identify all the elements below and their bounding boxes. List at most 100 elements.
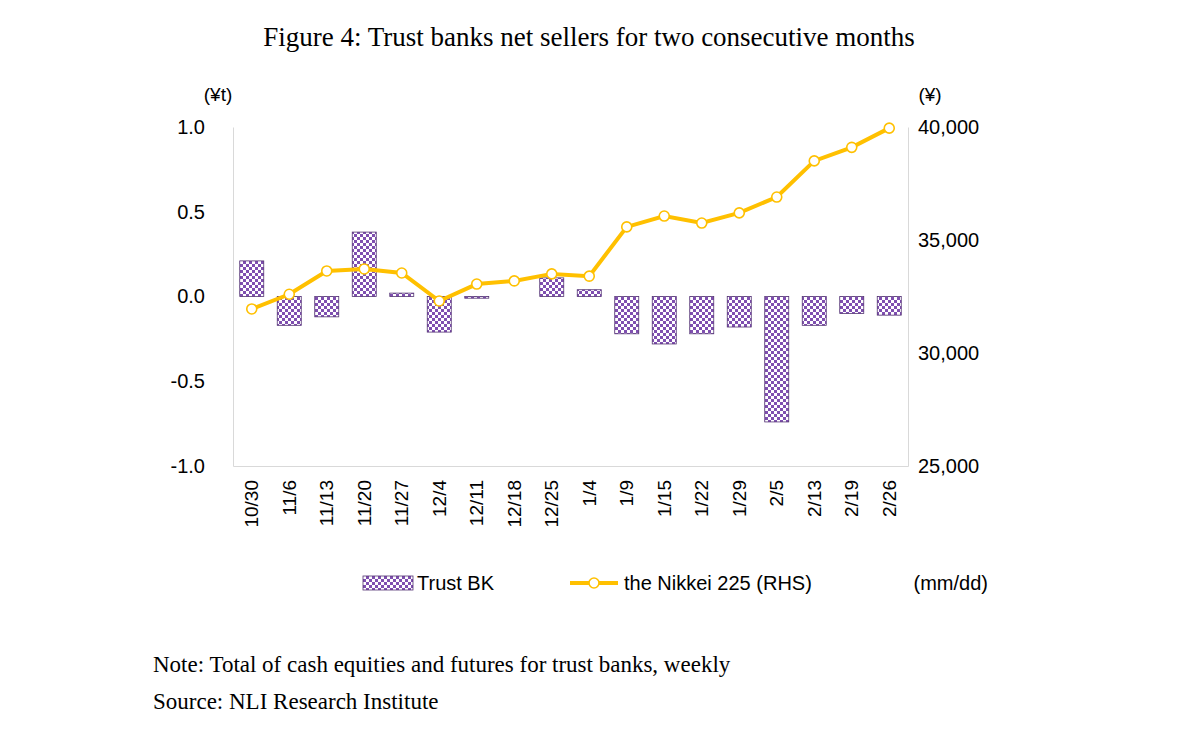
x-tick: 11/20 (354, 466, 375, 526)
bar (765, 297, 789, 422)
marker (697, 218, 707, 228)
y-tick-label: -1.0 (171, 455, 205, 477)
bar (577, 290, 601, 297)
marker (847, 142, 857, 152)
y2-tick: 30,000 (908, 342, 979, 364)
marker (397, 268, 407, 278)
bar (502, 296, 526, 297)
line (252, 128, 890, 309)
x-tick: 12/25 (541, 466, 562, 528)
bar (615, 297, 639, 334)
x-tick: 12/11 (466, 466, 487, 526)
x-tick: 2/19 (841, 466, 862, 517)
x-axis-line (234, 466, 909, 467)
y2-tick: 40,000 (908, 116, 979, 138)
x-tick: 1/15 (654, 466, 675, 517)
x-tick: 1/29 (729, 466, 750, 517)
y-tick-label: -0.5 (171, 370, 205, 392)
y-tick: -0.5 (171, 370, 233, 392)
y-tick: 0.5 (177, 201, 233, 223)
x-tick: 1/4 (579, 466, 600, 506)
bar (427, 297, 451, 333)
bar (240, 261, 264, 297)
bar (465, 297, 489, 299)
x-tick-label: 2/19 (841, 480, 862, 517)
bar-series (240, 232, 902, 422)
y2-tick-label: 40,000 (918, 116, 979, 138)
x-tick-label: 1/29 (729, 480, 750, 517)
x-tick-label: 12/18 (504, 480, 525, 528)
x-tick-label: 1/9 (616, 480, 637, 506)
y2-axis: 25,000 30,000 35,000 40,000 (908, 116, 979, 477)
marker (509, 276, 519, 286)
y-axis-line (233, 128, 234, 467)
x-tick-label: 11/13 (316, 480, 337, 526)
legend: Trust BKthe Nikkei 225 (RHS) (363, 572, 812, 594)
y-tick: -1.0 (171, 455, 233, 477)
marker (884, 123, 894, 133)
y2-tick-label: 25,000 (918, 455, 979, 477)
y2-tick-label: 30,000 (918, 342, 979, 364)
marker (434, 296, 444, 306)
marker (247, 304, 257, 314)
y-tick-label: 1.0 (177, 116, 205, 138)
y2-axis-title: (¥) (918, 84, 941, 105)
legend-swatch (363, 576, 413, 590)
x-tick: 2/5 (766, 466, 787, 506)
x-tick-label: 12/4 (429, 480, 450, 517)
x-tick: 12/18 (504, 466, 525, 528)
x-tick-label: 11/20 (354, 480, 375, 526)
marker (359, 264, 369, 274)
x-tick-label: 12/25 (541, 480, 562, 528)
x-tick-label: 11/6 (279, 480, 300, 516)
legend-marker (589, 578, 599, 588)
x-tick-label: 2/26 (879, 480, 900, 517)
y-tick: 0.0 (177, 285, 233, 307)
marker (584, 271, 594, 281)
chart: Figure 4: Trust banks net sellers for tw… (0, 0, 1179, 751)
bar (277, 297, 301, 326)
marker (284, 289, 294, 299)
bar (727, 297, 751, 328)
x-tick: 1/9 (616, 466, 637, 506)
marker (547, 269, 557, 279)
y2-axis-line (908, 128, 909, 467)
y-tick: 1.0 (177, 116, 233, 138)
note: Note: Total of cash equities and futures… (153, 652, 731, 677)
bar (652, 297, 676, 344)
y2-tick-label: 35,000 (918, 229, 979, 251)
x-tick-label: 2/5 (766, 480, 787, 506)
marker (322, 266, 332, 276)
y-axis-title: (¥t) (204, 84, 233, 105)
marker (622, 222, 632, 232)
x-tick: 11/6 (279, 466, 300, 516)
marker (734, 208, 744, 218)
x-tick-label: 1/22 (691, 480, 712, 517)
x-tick-label: 1/4 (579, 480, 600, 507)
bar (802, 297, 826, 326)
x-tick-label: 1/15 (654, 480, 675, 517)
y-tick-label: 0.0 (177, 285, 205, 307)
x-tick-label: 12/11 (466, 480, 487, 526)
y-tick-label: 0.5 (177, 201, 205, 223)
bar (315, 297, 339, 317)
x-axis: 10/30 11/6 11/13 11/20 11/27 12/4 12/11 12/18 12… (234, 466, 909, 528)
bar (840, 297, 864, 314)
marker (659, 211, 669, 221)
x-tick: 12/4 (429, 466, 450, 517)
x-tick: 11/13 (316, 466, 337, 526)
bar (390, 293, 414, 296)
x-tick: 10/30 (241, 466, 262, 528)
title: Figure 4: Trust banks net sellers for tw… (263, 22, 915, 52)
x-tick-label: 2/13 (804, 480, 825, 517)
note: Source: NLI Research Institute (153, 689, 439, 714)
bar (540, 278, 564, 297)
legend-label: Trust BK (417, 572, 495, 594)
marker (472, 279, 482, 289)
x-tick: 1/22 (691, 466, 712, 517)
bar (352, 232, 376, 296)
x-tick: 2/26 (879, 466, 900, 517)
plot-area (240, 123, 902, 422)
x-tick: 2/13 (804, 466, 825, 517)
x-tick-label: 11/27 (391, 480, 412, 526)
